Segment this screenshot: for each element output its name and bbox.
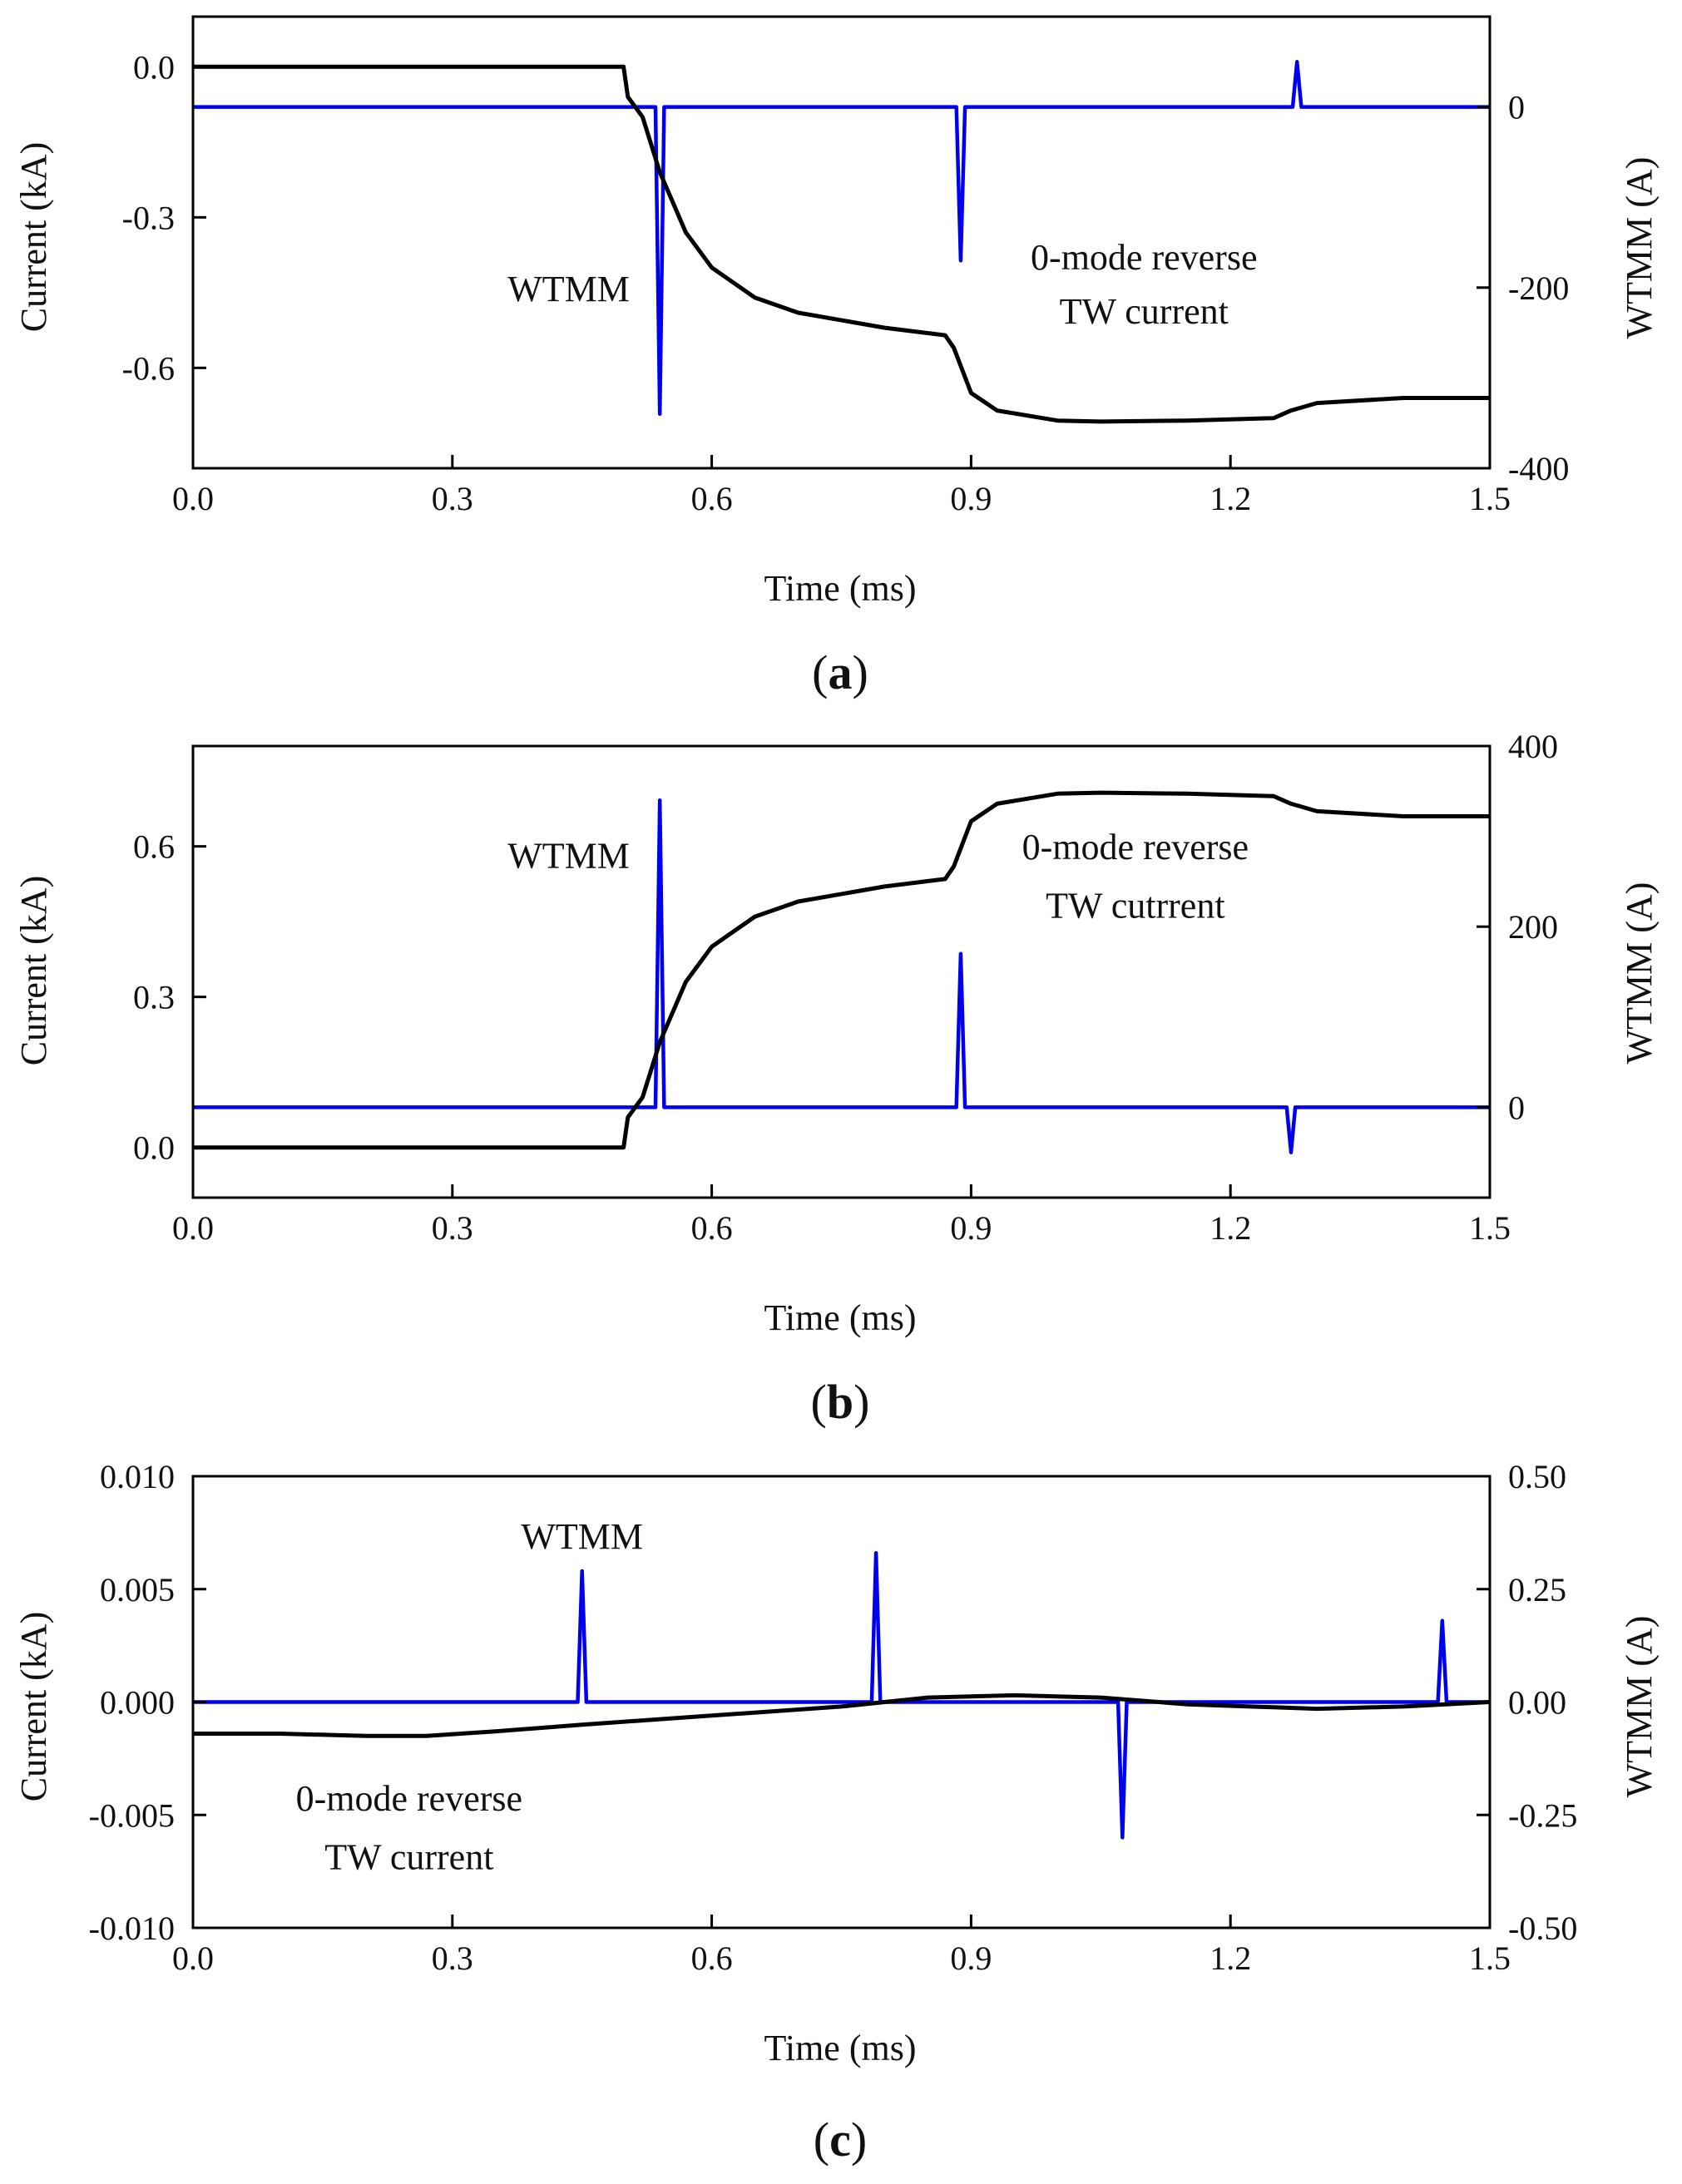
x-tick-label-c-0: 0.0 bbox=[172, 1939, 214, 1977]
wtmm-line-b bbox=[193, 798, 1490, 1154]
y2-axis-label-b: WTMM (A) bbox=[1619, 882, 1660, 1065]
y-tick-label-a-1: -0.3 bbox=[122, 199, 175, 236]
y2-tick-label-a-1: -200 bbox=[1508, 269, 1569, 307]
annotation-b-2: TW cutrrent bbox=[1046, 885, 1224, 926]
x-axis-label-c: Time (ms) bbox=[764, 2028, 917, 2068]
panel-a: 0.0 0.3 0.6 0.9 1.2 1.5 0.0 -0.3 -0.6 0 -200 -400 WT… bbox=[13, 15, 1660, 699]
panel-c: 0.0 0.3 0.6 0.9 1.2 1.5 0.010 0.005 0.000 -0.005 -… bbox=[13, 1458, 1660, 2167]
plot-area-b: 0.0 0.3 0.6 0.9 1.2 1.5 0.0 0.3 0.6 0 200 400 WTMM 0-… bbox=[133, 728, 1558, 1247]
current-line-b bbox=[193, 790, 1490, 1150]
x-tick-label-c-3: 0.9 bbox=[950, 1939, 992, 1977]
y-tick-label-c-1: 0.005 bbox=[100, 1571, 175, 1608]
y-tick-label-b-1: 0.3 bbox=[133, 979, 175, 1016]
annotation-b-1: 0-mode reverse bbox=[1022, 827, 1249, 867]
x-axis-label-a: Time (ms) bbox=[764, 568, 917, 609]
x-tick-label-a-0: 0.0 bbox=[172, 480, 214, 517]
x-tick-label-b-4: 1.2 bbox=[1210, 1209, 1251, 1247]
current-line-a bbox=[193, 64, 1490, 424]
x-tick-label-a-2: 0.6 bbox=[691, 480, 733, 517]
y2-tick-label-c-0: 0.50 bbox=[1508, 1458, 1566, 1495]
y2-axis-label-c: WTMM (A) bbox=[1619, 1616, 1660, 1798]
x-tick-label-c-5: 1.5 bbox=[1469, 1939, 1511, 1977]
y2-tick-label-c-4: -0.50 bbox=[1508, 1910, 1577, 1947]
panel-label-b: (b) bbox=[811, 1375, 870, 1429]
x-tick-label-c-1: 0.3 bbox=[432, 1939, 473, 1977]
annotation-a-1: 0-mode reverse bbox=[1031, 237, 1257, 278]
annotation-c-1: 0-mode reverse bbox=[296, 1778, 522, 1819]
x-tick-label-b-5: 1.5 bbox=[1469, 1209, 1511, 1247]
x-tick-label-b-3: 0.9 bbox=[950, 1209, 992, 1247]
y-axis-label-c: Current (kA) bbox=[13, 1612, 54, 1802]
x-tick-label-b-1: 0.3 bbox=[432, 1209, 473, 1247]
x-tick-label-a-1: 0.3 bbox=[432, 480, 473, 517]
x-tick-label-c-2: 0.6 bbox=[691, 1939, 733, 1977]
x-axis-label-b: Time (ms) bbox=[764, 1297, 917, 1338]
y-tick-label-a-0: 0.0 bbox=[133, 48, 175, 86]
y-tick-label-a-2: -0.6 bbox=[122, 349, 175, 387]
x-tick-label-c-4: 1.2 bbox=[1210, 1939, 1251, 1977]
plot-area-a: 0.0 0.3 0.6 0.9 1.2 1.5 0.0 -0.3 -0.6 0 -200 -400 WT… bbox=[122, 15, 1569, 517]
y2-tick-label-c-2: 0.00 bbox=[1508, 1684, 1566, 1722]
y2-tick-label-a-0: 0 bbox=[1508, 89, 1525, 126]
panel-b: 0.0 0.3 0.6 0.9 1.2 1.5 0.0 0.3 0.6 0 200 400 WTMM 0-… bbox=[13, 728, 1660, 1429]
y-axis-label-a: Current (kA) bbox=[13, 142, 54, 333]
axes-frame-a bbox=[191, 15, 1492, 470]
x-tick-label-a-4: 1.2 bbox=[1210, 480, 1251, 517]
y-tick-label-c-2: 0.000 bbox=[100, 1684, 175, 1722]
wtmm-line-c bbox=[193, 1551, 1490, 1840]
x-tick-label-a-3: 0.9 bbox=[950, 480, 992, 517]
wtmm-line-a bbox=[193, 60, 1490, 417]
x-tick-label-b-2: 0.6 bbox=[691, 1209, 733, 1247]
y2-tick-label-c-3: -0.25 bbox=[1508, 1796, 1577, 1834]
axes-frame-b bbox=[191, 744, 1492, 1199]
y-axis-label-b: Current (kA) bbox=[13, 876, 54, 1066]
y2-tick-label-b-1: 200 bbox=[1508, 908, 1558, 946]
panel-label-c: (c) bbox=[814, 2112, 867, 2167]
y-tick-label-b-0: 0.0 bbox=[133, 1129, 175, 1167]
annotation-b-0: WTMM bbox=[507, 836, 630, 877]
y-tick-label-c-0: 0.010 bbox=[100, 1458, 175, 1495]
y2-tick-label-b-2: 400 bbox=[1508, 728, 1558, 765]
annotation-c-2: TW current bbox=[324, 1836, 493, 1877]
x-tick-label-b-0: 0.0 bbox=[172, 1209, 214, 1247]
y2-tick-label-b-0: 0 bbox=[1508, 1089, 1525, 1126]
panel-label-a: (a) bbox=[812, 645, 868, 699]
annotation-a-2: TW current bbox=[1060, 291, 1229, 332]
y2-tick-label-a-2: -400 bbox=[1508, 450, 1569, 487]
y-tick-label-b-2: 0.6 bbox=[133, 828, 175, 866]
annotation-c-0: WTMM bbox=[521, 1516, 643, 1557]
plot-area-c: 0.0 0.3 0.6 0.9 1.2 1.5 0.010 0.005 0.000 -0.005 -… bbox=[89, 1458, 1578, 1977]
x-tick-label-a-5: 1.5 bbox=[1469, 480, 1511, 517]
y-tick-label-c-3: -0.005 bbox=[89, 1796, 175, 1834]
y-tick-label-c-4: -0.010 bbox=[89, 1910, 175, 1947]
current-line-c bbox=[193, 1692, 1491, 1738]
annotation-a-0: WTMM bbox=[507, 269, 630, 309]
y2-tick-label-c-1: 0.25 bbox=[1508, 1571, 1566, 1608]
y2-axis-label-a: WTMM (A) bbox=[1619, 157, 1660, 339]
